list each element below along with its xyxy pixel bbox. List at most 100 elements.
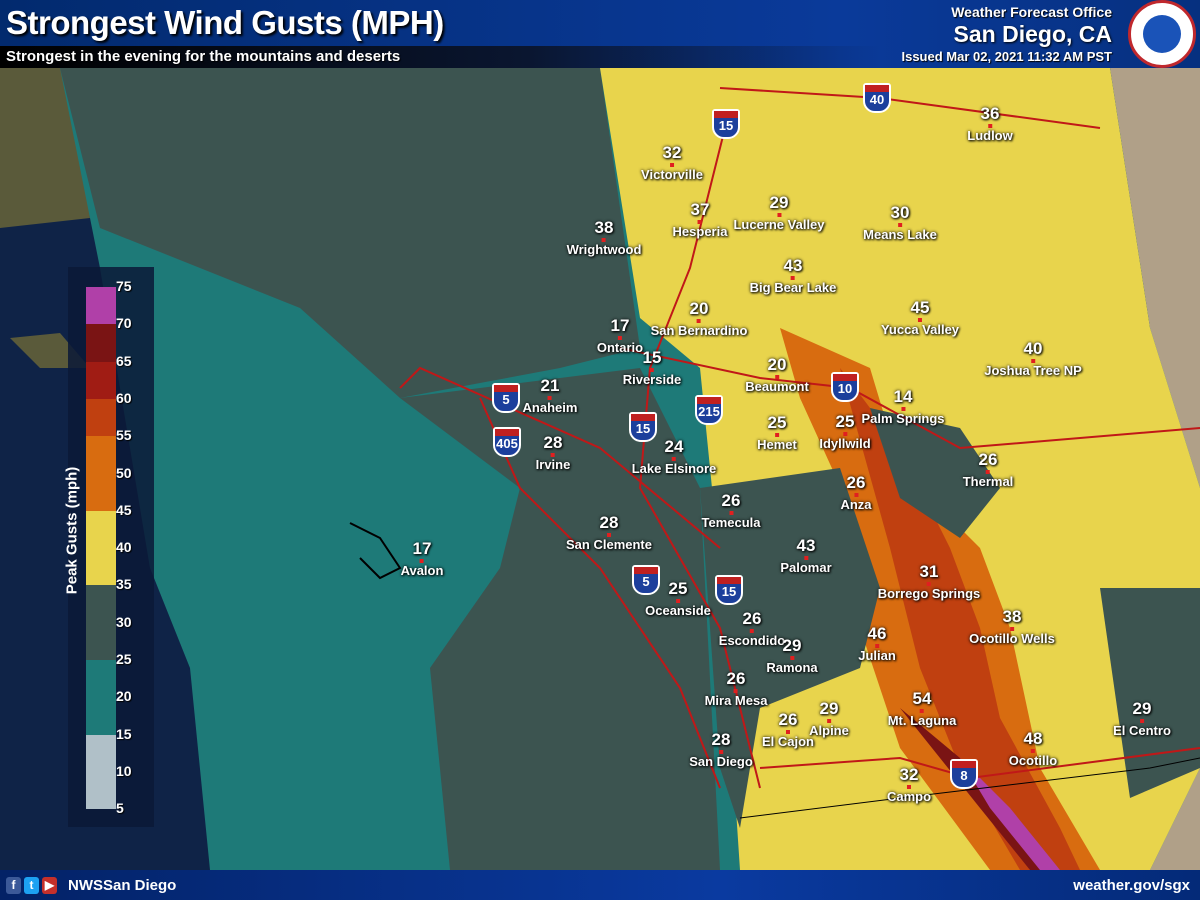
city-marker — [919, 709, 924, 713]
gust-value: 40 — [1023, 339, 1043, 358]
city-marker — [775, 433, 779, 437]
city-name: Irvine — [535, 457, 571, 472]
footer: f t ▶ NWSSan Diego weather.gov/sgx — [0, 870, 1200, 900]
gust-value: 26 — [978, 450, 998, 469]
legend-tick: 65 — [116, 352, 132, 369]
gust-value: 54 — [912, 689, 932, 708]
social-handle[interactable]: NWSSan Diego — [68, 877, 177, 894]
city-marker — [728, 511, 733, 515]
city-marker — [926, 582, 931, 586]
legend-bin — [86, 287, 116, 325]
gust-value: 28 — [543, 433, 563, 452]
wind-gust-map — [0, 68, 1200, 870]
city-marker — [826, 719, 831, 723]
city-marker — [789, 656, 794, 660]
city-label: 17 Ontario — [597, 317, 643, 356]
city-label: 38 Ocotillo Wells — [969, 608, 1055, 647]
city-label: 29 Lucerne Valley — [733, 193, 825, 233]
city-marker — [696, 319, 701, 323]
land-terrain — [0, 68, 90, 228]
map-shading — [0, 68, 1200, 870]
city-marker — [985, 470, 990, 474]
legend-title: Peak Gusts (mph) — [63, 466, 81, 595]
city-name: El Centro — [1113, 723, 1171, 738]
page-title: Strongest Wind Gusts (MPH) — [6, 4, 444, 41]
legend-color-bar — [86, 287, 116, 810]
city-label: 26 Escondido — [718, 610, 786, 649]
city-name: Lucerne Valley — [733, 217, 825, 232]
city-marker — [907, 785, 911, 789]
gust-value: 48 — [1023, 729, 1043, 748]
city-marker — [1030, 749, 1035, 753]
gust-value: 14 — [893, 387, 913, 406]
city-name: Joshua Tree NP — [984, 363, 1082, 378]
legend-tick: 75 — [116, 278, 132, 294]
city-name: Avalon — [400, 563, 444, 578]
city-label: 43 Big Bear Lake — [750, 256, 837, 296]
city-name: Temecula — [701, 515, 761, 530]
city-marker — [670, 163, 674, 167]
city-marker — [749, 629, 754, 633]
gust-value: 31 — [919, 562, 939, 581]
legend-tick: 35 — [116, 576, 132, 593]
city-label: 45 Yucca Valley — [881, 299, 959, 338]
city-name: El Cajon — [761, 734, 815, 749]
city-name: Mira Mesa — [704, 693, 768, 708]
city-name: Beaumont — [745, 379, 809, 394]
city-name: San Clemente — [566, 537, 652, 552]
gust-value: 15 — [642, 348, 662, 367]
gust-value: 38 — [594, 218, 614, 237]
city-name: Julian — [858, 648, 896, 663]
city-name: Wrightwood — [566, 242, 642, 257]
gust-value: 29 — [1132, 699, 1152, 718]
legend-tick: 40 — [116, 539, 132, 556]
city-label: 29 Ramona — [766, 637, 818, 676]
city-marker — [874, 644, 879, 648]
facebook-icon[interactable]: f — [6, 877, 21, 894]
gust-value: 25 — [767, 413, 787, 432]
youtube-icon[interactable]: ▶ — [42, 877, 57, 894]
gust-value: 25 — [668, 579, 688, 598]
city-label: 29 El Centro — [1113, 699, 1171, 739]
city-name: Ocotillo Wells — [969, 631, 1055, 646]
city-name: Thermal — [962, 474, 1014, 489]
city-name: Anaheim — [522, 400, 578, 415]
city-marker — [419, 559, 424, 563]
legend-tick: 45 — [116, 501, 132, 518]
nws-logo — [1128, 0, 1196, 68]
interstate-shield-icon: 5 — [492, 383, 520, 413]
gust-value: 29 — [769, 193, 789, 212]
gust-value: 37 — [690, 200, 710, 219]
interstate-shield-icon: 10 — [831, 372, 859, 402]
twitter-icon[interactable]: t — [24, 877, 39, 894]
city-marker — [842, 432, 847, 436]
gust-value: 43 — [783, 256, 803, 275]
city-marker — [548, 396, 552, 400]
city-label: 48 Ocotillo — [1009, 729, 1057, 769]
city-marker — [804, 556, 808, 560]
city-label: 25 Hemet — [757, 413, 797, 453]
office-label: Weather Forecast Office — [951, 4, 1112, 20]
city-name: Anza — [840, 497, 872, 512]
city-label: 37 Hesperia — [673, 200, 728, 240]
website-link[interactable]: weather.gov/sgx — [1073, 877, 1190, 894]
gust-value: 28 — [711, 730, 731, 749]
city-name: Means Lake — [863, 227, 937, 242]
city-marker — [785, 730, 790, 734]
city-label: 24 Lake Elsinore — [631, 438, 717, 477]
city-name: Ramona — [766, 660, 818, 675]
city-marker — [1010, 627, 1014, 631]
legend-tick: 20 — [116, 688, 132, 705]
city-label: 26 El Cajon — [761, 711, 815, 750]
city-marker — [606, 533, 611, 537]
legend-bin — [86, 585, 116, 660]
city-label: 32 Victorville — [641, 144, 703, 183]
legend-tick: 15 — [116, 725, 132, 742]
city-name: Lake Elsinore — [631, 461, 717, 476]
interstate-shield-icon: 5 — [632, 565, 660, 595]
city-label: 26 Mira Mesa — [704, 670, 768, 709]
city-name: Idyllwild — [819, 436, 871, 451]
city-name: Palomar — [780, 560, 832, 575]
city-name: Escondido — [718, 633, 786, 648]
city-label: 30 Means Lake — [863, 204, 937, 243]
